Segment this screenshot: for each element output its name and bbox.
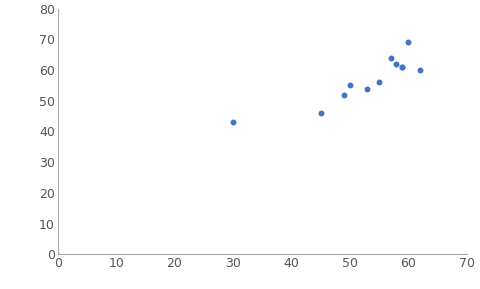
Point [339, 92, 347, 97]
Point [404, 40, 411, 45]
Point [228, 120, 236, 125]
Point [397, 65, 405, 69]
Point [316, 111, 324, 115]
Point [386, 55, 394, 60]
Point [363, 86, 371, 91]
Point [397, 65, 405, 69]
Point [345, 83, 353, 88]
Point [374, 80, 382, 85]
Point [392, 62, 399, 66]
Point [415, 68, 423, 73]
